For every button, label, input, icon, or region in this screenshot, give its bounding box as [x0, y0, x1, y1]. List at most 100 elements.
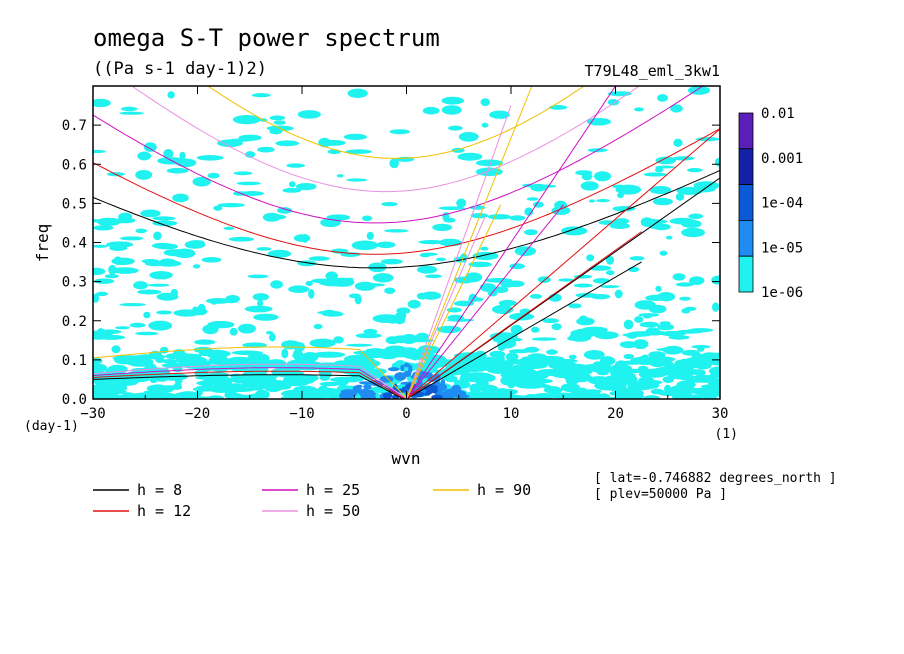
power-patch: [438, 206, 466, 210]
power-patch: [140, 209, 161, 218]
power-patch: [244, 361, 275, 369]
power-patch: [543, 387, 563, 394]
power-patch: [301, 233, 309, 243]
power-patch: [692, 375, 720, 380]
power-patch: [368, 262, 387, 273]
power-patch: [561, 226, 588, 236]
power-patch: [348, 293, 361, 299]
power-patch: [431, 387, 438, 394]
power-patch: [549, 105, 568, 110]
colorbar-swatch: [738, 112, 754, 150]
power-patch: [134, 354, 166, 360]
x-tick-label: 30: [712, 406, 729, 422]
power-patch: [625, 386, 640, 395]
power-patch: [313, 323, 323, 330]
legend-label: h = 8: [137, 481, 182, 499]
power-patch: [114, 356, 137, 365]
power-patch: [424, 392, 431, 396]
power-patch: [661, 368, 686, 376]
power-patch: [612, 184, 627, 189]
power-patch: [385, 336, 400, 345]
power-patch: [659, 250, 668, 256]
power-patch: [247, 274, 269, 279]
power-patch: [609, 222, 631, 229]
power-patch: [282, 188, 302, 193]
power-patch: [172, 193, 189, 203]
power-patch: [521, 361, 535, 370]
power-patch: [492, 336, 504, 343]
power-patch: [634, 107, 644, 112]
power-patch: [642, 330, 665, 336]
power-patch: [245, 151, 256, 158]
power-patch: [309, 338, 336, 348]
power-patch: [597, 370, 609, 376]
power-patch: [173, 309, 200, 317]
kelvin-line-h90: [406, 204, 502, 399]
power-patch: [115, 326, 130, 330]
power-patch: [160, 346, 169, 354]
power-patch: [679, 296, 691, 301]
power-patch: [696, 346, 705, 352]
power-patch: [524, 207, 534, 216]
power-patch: [163, 149, 174, 159]
power-patch: [459, 375, 493, 383]
x-unit-label: (1): [715, 427, 738, 442]
dispersion-curves: [93, 86, 720, 399]
power-patch: [106, 241, 134, 248]
power-patch: [93, 393, 119, 399]
power-patch: [489, 350, 506, 358]
power-patch: [192, 386, 216, 392]
power-patch: [281, 348, 289, 359]
power-patch: [546, 349, 558, 355]
mrg-curve-h90: [93, 346, 407, 399]
mrg-curve-h25: [93, 367, 407, 399]
power-patch: [207, 172, 220, 179]
power-patch: [361, 215, 373, 222]
power-patch: [93, 357, 103, 365]
power-patch: [671, 156, 695, 161]
power-patch: [408, 364, 413, 374]
power-patch: [120, 106, 138, 112]
kelvin-line-h25: [406, 204, 564, 399]
power-patch: [363, 384, 372, 390]
power-patch: [318, 137, 331, 148]
power-patch: [285, 393, 302, 399]
power-patch: [655, 167, 664, 173]
power-patch: [95, 331, 112, 336]
power-patch: [481, 122, 489, 128]
power-patch: [416, 265, 438, 274]
power-patch: [493, 286, 509, 294]
power-patch: [712, 302, 720, 312]
power-patch: [652, 197, 673, 206]
power-patch: [498, 299, 517, 307]
power-patch: [643, 395, 661, 399]
power-patch: [376, 241, 396, 249]
power-patch: [675, 282, 695, 287]
power-patch: [298, 376, 316, 384]
power-patch: [592, 278, 611, 284]
power-patch: [270, 280, 283, 289]
power-patch: [575, 170, 593, 176]
power-patch: [418, 240, 445, 245]
power-patch: [711, 275, 720, 285]
power-patch: [336, 174, 344, 178]
x-axis-label: wvn: [392, 449, 421, 468]
power-patch: [500, 280, 516, 288]
power-patch: [271, 359, 283, 367]
power-patch: [596, 199, 611, 203]
power-patch: [524, 229, 538, 236]
power-patch: [119, 111, 144, 115]
power-patch: [153, 231, 162, 241]
power-patch: [394, 372, 407, 381]
power-patch: [634, 316, 644, 323]
power-patch: [366, 231, 374, 240]
power-patch: [273, 120, 286, 125]
power-patch: [93, 267, 106, 276]
power-patch: [655, 156, 677, 165]
power-patch: [460, 133, 477, 140]
power-patch: [400, 364, 405, 372]
power-patch: [632, 339, 649, 349]
power-patch: [111, 267, 139, 274]
power-patch: [662, 345, 684, 355]
